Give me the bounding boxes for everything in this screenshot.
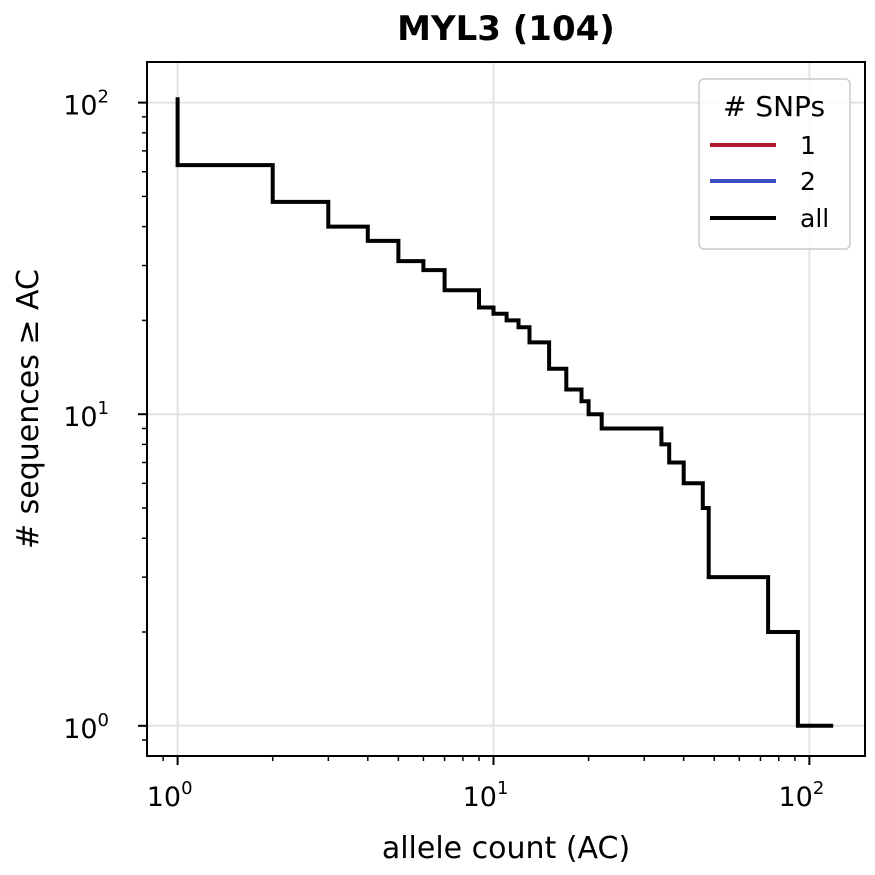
tick-labels: 100 101 102 100 101 102 — [63, 87, 824, 813]
series-line-all — [175, 97, 834, 728]
y-tick-label: 102 — [63, 87, 109, 122]
axis-ticks — [138, 101, 811, 765]
series-layer — [175, 97, 834, 728]
x-tick-label: 101 — [463, 778, 509, 813]
x-tick-label: 100 — [147, 778, 193, 813]
y-tick-label: 100 — [63, 710, 109, 745]
legend-label: 1 — [800, 131, 816, 160]
chart-title: MYL3 (104) — [397, 9, 615, 49]
y-axis-label: # sequences ≥ AC — [11, 269, 46, 549]
legend-box — [698, 78, 851, 250]
x-tick-label: 102 — [778, 778, 824, 813]
legend: # SNPs 1 2 all — [698, 78, 851, 250]
plot-frame — [146, 61, 866, 757]
legend-entries: 1 2 all — [710, 131, 829, 233]
y-tick-label: 101 — [63, 398, 109, 433]
x-axis-label: allele count (AC) — [382, 831, 630, 866]
legend-label: 2 — [800, 167, 816, 196]
legend-label: all — [800, 204, 829, 233]
legend-title: # SNPs — [723, 90, 825, 123]
